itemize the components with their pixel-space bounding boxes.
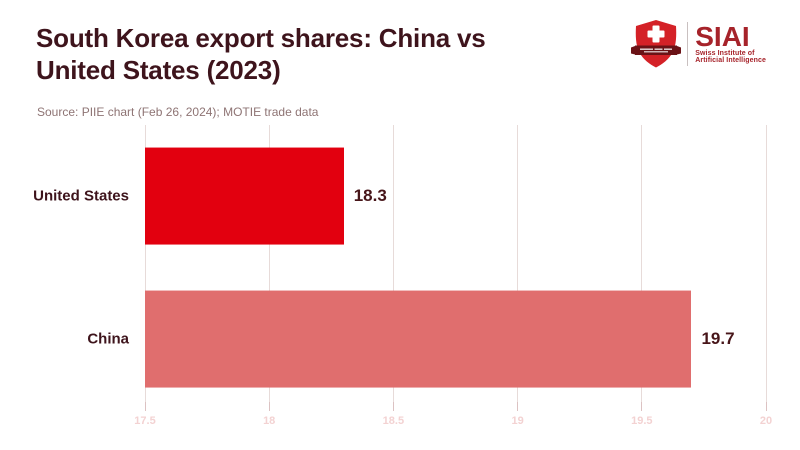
x-tick-mark [268, 402, 270, 411]
logo-divider [687, 22, 689, 66]
source-note: Source: PIIE chart (Feb 26, 2024); MOTIE… [37, 105, 319, 119]
x-tick-mark [641, 402, 643, 411]
gridline [268, 125, 270, 410]
x-tick-mark [392, 402, 394, 411]
gridline [392, 125, 394, 410]
bar-united-states [145, 147, 344, 245]
x-tick-mark [517, 402, 519, 411]
bar-band: China 19.7 [87, 268, 766, 411]
category-label: China [87, 330, 129, 348]
category-label: United States [33, 187, 129, 205]
x-tick-mark [144, 402, 146, 411]
x-tick-label: 19 [511, 415, 524, 427]
x-tick-label: 18 [263, 415, 276, 427]
x-tick-mark [765, 402, 767, 411]
bar-china [145, 290, 692, 388]
x-tick-label: 20 [759, 415, 773, 427]
siai-logo: SIAI Swiss Institute of Artificial Intel… [630, 19, 766, 69]
gridline [641, 125, 643, 410]
page-title: South Korea export shares: China vs Unite… [36, 22, 486, 86]
page-title-line1: South Korea export shares: China vs [36, 23, 486, 53]
x-tick-label: 19.5 [631, 415, 653, 427]
value-label: 18.3 [353, 186, 387, 206]
logo-subtitle-line1: Swiss Institute of [695, 49, 755, 57]
gridline [765, 125, 767, 410]
x-tick-label: 17.5 [134, 415, 156, 427]
page-title-line2: United States (2023) [36, 55, 281, 85]
bar-band: United States 18.3 [33, 125, 766, 268]
plot-area: 17.5 18 18.5 19 19.5 20 United States 18.3 China… [33, 125, 772, 427]
swiss-shield-icon [631, 20, 682, 68]
value-label: 19.7 [701, 328, 735, 348]
gridline [517, 125, 519, 410]
x-tick-label: 18.5 [382, 415, 405, 427]
logo-text: SIAI Swiss Institute of Artificial Intel… [695, 20, 766, 65]
logo-acronym: SIAI [695, 20, 750, 52]
logo-subtitle-line2: Artificial Intelligence [695, 57, 766, 64]
gridline [144, 125, 146, 410]
